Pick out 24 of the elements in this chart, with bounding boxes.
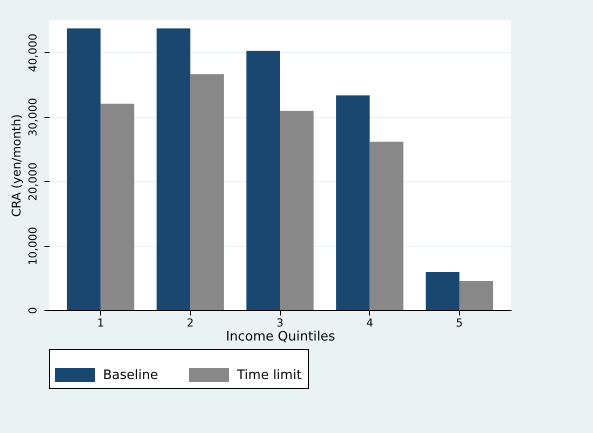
y-tick-label: 20,000 <box>26 162 40 201</box>
bar <box>459 281 494 310</box>
y-axis-title: CRA (yen/month) <box>10 114 24 217</box>
x-tick-label: 2 <box>186 316 194 330</box>
y-tick-label: 10,000 <box>26 226 40 266</box>
bar <box>190 74 224 310</box>
bar <box>100 104 134 310</box>
bar <box>280 110 314 310</box>
bar <box>246 50 280 310</box>
y-tick-label: 30,000 <box>26 98 40 136</box>
bar <box>370 142 404 310</box>
legend-label: Baseline <box>103 368 158 383</box>
bar <box>66 28 101 310</box>
x-tick-label: 3 <box>276 316 284 330</box>
legend-label: Time limit <box>236 368 302 383</box>
x-tick-label: 1 <box>97 316 104 330</box>
bar <box>156 28 190 310</box>
x-tick-label: 5 <box>456 316 463 330</box>
y-tick-label: 40,000 <box>26 33 40 72</box>
x-axis-title: Income Quintiles <box>226 330 336 344</box>
bar <box>336 95 370 310</box>
x-tick-label: 4 <box>366 316 374 330</box>
bar <box>426 272 460 310</box>
y-tick-label: 0 <box>26 307 40 314</box>
